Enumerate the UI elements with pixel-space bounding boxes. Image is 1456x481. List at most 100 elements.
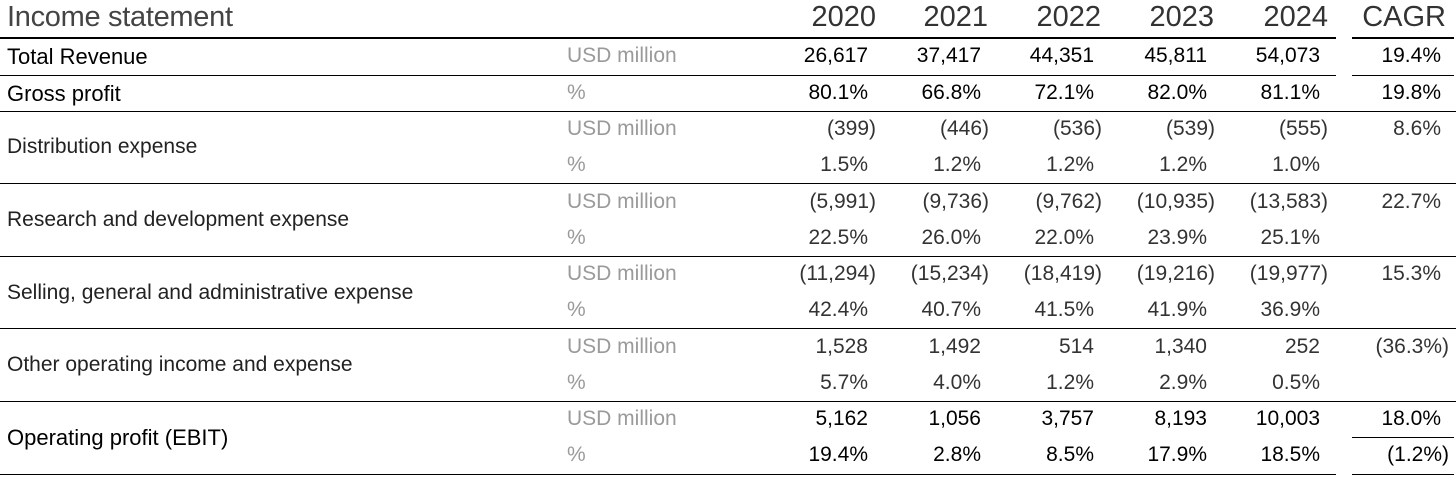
value-cell: 22.0% [1034, 226, 1094, 249]
unit-label: USD million [567, 44, 677, 67]
value-cell: 4.0% [933, 371, 981, 394]
value-cell: 1.2% [933, 153, 981, 176]
cagr-cell: (1.2%) [1387, 443, 1449, 466]
value-cell: 22.5% [808, 226, 868, 249]
value-cell: 1.2% [1159, 153, 1207, 176]
row-label: Operating profit (EBIT) [7, 425, 229, 450]
value-cell: (15,234) [910, 262, 989, 285]
value-cell: 1.0% [1272, 153, 1320, 176]
value-cell: 41.9% [1147, 298, 1207, 321]
year-header-2020: 2020 [811, 1, 876, 33]
value-cell: (446) [939, 117, 989, 140]
value-cell: 44,351 [1029, 44, 1094, 67]
unit-label: % [567, 153, 586, 176]
value-cell: 2.8% [933, 443, 981, 466]
unit-label: USD million [567, 117, 677, 140]
value-cell: 66.8% [921, 81, 981, 104]
value-cell: 26.0% [921, 226, 981, 249]
value-cell: (18,419) [1023, 262, 1102, 285]
row-divider [0, 111, 1456, 112]
value-cell: 80.1% [808, 81, 868, 104]
value-cell: (13,583) [1249, 190, 1328, 213]
value-cell: 23.9% [1147, 226, 1207, 249]
unit-label: % [567, 298, 586, 321]
row-label: Distribution expense [7, 135, 198, 158]
bottom-rule-cagr [1352, 474, 1454, 475]
table-header: Income statement 2020 2021 2022 2023 202… [0, 0, 1456, 37]
value-cell: 37,417 [916, 44, 981, 67]
row-divider [0, 183, 1456, 184]
value-cell: 1,340 [1154, 335, 1207, 358]
value-cell: 82.0% [1147, 81, 1207, 104]
value-cell: (539) [1165, 117, 1215, 140]
value-cell: 252 [1284, 335, 1320, 358]
unit-label: USD million [567, 407, 677, 430]
value-cell: 42.4% [808, 298, 868, 321]
ebit-cagr-divider [1352, 437, 1454, 438]
value-cell: 18.5% [1260, 443, 1320, 466]
bottom-rule [0, 474, 1336, 475]
value-cell: 1.2% [1046, 371, 1094, 394]
value-cell: 8.5% [1046, 443, 1094, 466]
row-divider [0, 401, 1456, 402]
cagr-cell: 19.4% [1381, 44, 1441, 67]
unit-label: % [567, 443, 586, 466]
unit-label: % [567, 371, 586, 394]
value-cell: 2.9% [1159, 371, 1207, 394]
value-cell: (11,294) [799, 262, 876, 285]
value-cell: 1.2% [1046, 153, 1094, 176]
unit-label: USD million [567, 335, 677, 358]
value-cell: 3,757 [1041, 407, 1094, 430]
cagr-cell: 15.3% [1381, 262, 1441, 285]
value-cell: 81.1% [1260, 81, 1320, 104]
value-cell: 5.7% [820, 371, 868, 394]
row-label: Selling, general and administrative expe… [7, 281, 414, 304]
table-title: Income statement [7, 1, 233, 33]
cagr-cell: 19.8% [1381, 81, 1441, 104]
unit-label: USD million [567, 190, 677, 213]
value-cell: 5,162 [815, 407, 868, 430]
value-cell: (19,216) [1136, 262, 1215, 285]
unit-label: % [567, 81, 586, 104]
cagr-cell: (36.3%) [1375, 335, 1449, 358]
value-cell: 36.9% [1260, 298, 1320, 321]
value-cell: 8,193 [1154, 407, 1207, 430]
value-cell: 1,492 [928, 335, 981, 358]
value-cell: 19.4% [808, 443, 868, 466]
row-divider-cagr [1352, 75, 1454, 76]
value-cell: 1,528 [815, 335, 868, 358]
value-cell: 1.5% [820, 153, 868, 176]
year-header-2023: 2023 [1149, 1, 1214, 33]
row-divider [0, 256, 1456, 257]
header-rule [0, 37, 1336, 39]
year-header-2022: 2022 [1036, 1, 1101, 33]
row-divider [0, 328, 1456, 329]
value-cell: 1,056 [928, 407, 981, 430]
value-cell: 54,073 [1255, 44, 1320, 67]
value-cell: 26,617 [803, 44, 868, 67]
value-cell: (9,736) [922, 190, 989, 213]
header-rule-cagr [1352, 37, 1454, 39]
value-cell: (5,991) [809, 190, 876, 213]
year-header-2024: 2024 [1263, 1, 1328, 33]
row-label: Research and development expense [7, 208, 350, 231]
value-cell: 40.7% [921, 298, 981, 321]
value-cell: (536) [1052, 117, 1102, 140]
row-label: Total Revenue [7, 44, 148, 69]
value-cell: (399) [826, 117, 876, 140]
value-cell: 0.5% [1272, 371, 1320, 394]
value-cell: 10,003 [1255, 407, 1320, 430]
value-cell: 17.9% [1147, 443, 1207, 466]
value-cell: (10,935) [1136, 190, 1215, 213]
value-cell: 41.5% [1034, 298, 1094, 321]
unit-label: % [567, 226, 586, 249]
cagr-cell: 18.0% [1381, 407, 1441, 430]
row-label: Gross profit [7, 81, 121, 106]
cagr-header: CAGR [1362, 1, 1446, 33]
cagr-cell: 8.6% [1393, 117, 1441, 140]
value-cell: 25.1% [1260, 226, 1320, 249]
value-cell: (9,762) [1035, 190, 1102, 213]
row-label: Other operating income and expense [7, 353, 353, 376]
value-cell: 72.1% [1034, 81, 1094, 104]
value-cell: (555) [1278, 117, 1328, 140]
